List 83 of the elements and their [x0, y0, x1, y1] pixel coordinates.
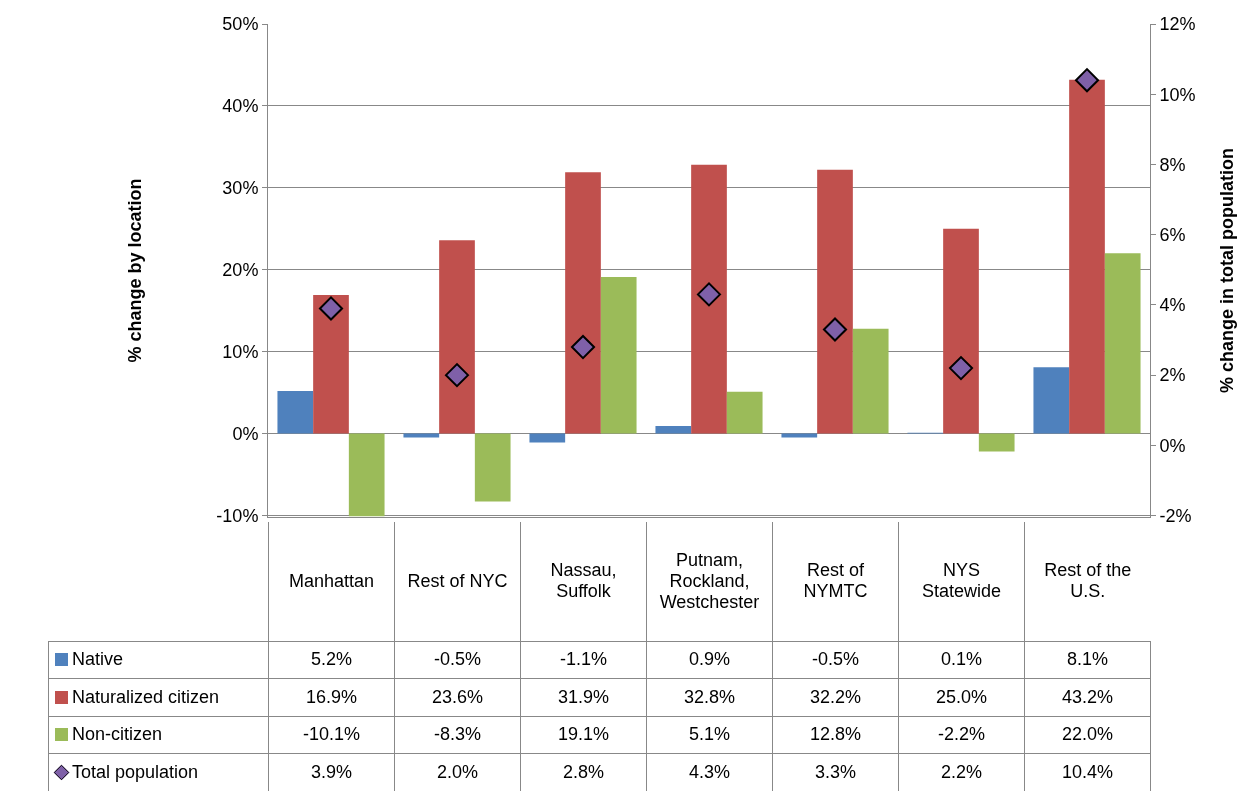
- y-tick-label: 20%: [222, 259, 259, 280]
- data-label: 22.0%: [1024, 716, 1151, 754]
- data-label: 8.1%: [1024, 641, 1151, 679]
- y-axis-title: % change by location: [124, 178, 145, 363]
- y-tick-label: 10%: [222, 341, 259, 362]
- bar: [655, 426, 692, 434]
- bar: [817, 169, 853, 434]
- data-label: 2.8%: [520, 753, 647, 791]
- bar: [978, 433, 1015, 452]
- bar: [439, 240, 475, 434]
- data-label: -0.5%: [394, 641, 521, 679]
- bar: [1069, 79, 1105, 434]
- data-label: 5.2%: [268, 641, 395, 679]
- bar: [726, 391, 763, 434]
- data-label: 2.0%: [394, 753, 521, 791]
- bar: [348, 433, 385, 517]
- data-label: 10.4%: [1024, 753, 1151, 791]
- bar: [474, 433, 511, 502]
- y2-tick-label: 2%: [1159, 365, 1186, 386]
- x-tick-label: NYS Statewide: [898, 522, 1025, 641]
- data-label: -8.3%: [394, 716, 521, 754]
- legend-label: Non-citizen: [72, 724, 163, 745]
- data-label: 0.1%: [898, 641, 1025, 679]
- bar: [852, 328, 889, 434]
- x-tick-label: Rest of NYC: [394, 522, 521, 641]
- y2-tick-label: 8%: [1159, 154, 1186, 175]
- y2-tick-label: 0%: [1159, 435, 1186, 456]
- point: [444, 363, 470, 388]
- bar: [313, 295, 349, 434]
- x-tick-label: Putnam, Rockland, Westchester: [646, 522, 773, 641]
- data-label: 5.1%: [646, 716, 773, 754]
- bar: [781, 433, 818, 438]
- data-label: 3.3%: [772, 753, 899, 791]
- y-tick-label: 40%: [222, 96, 259, 117]
- point: [1074, 68, 1100, 93]
- point: [948, 356, 974, 381]
- y-tick-label: 30%: [222, 178, 259, 199]
- data-label: 0.9%: [646, 641, 773, 679]
- data-label: -2.2%: [898, 716, 1025, 754]
- y2-tick-label: -2%: [1159, 505, 1192, 526]
- y2-tick-label: 6%: [1159, 224, 1186, 245]
- legend-label: Total population: [72, 761, 199, 782]
- data-label: 31.9%: [520, 678, 647, 716]
- point: [696, 282, 722, 307]
- data-label: 12.8%: [772, 716, 899, 754]
- data-label: -10.1%: [268, 716, 395, 754]
- bar: [1104, 253, 1141, 434]
- data-label: 4.3%: [646, 753, 773, 791]
- legend-label: Naturalized citizen: [72, 686, 220, 707]
- y-tick-label: 0%: [232, 423, 259, 444]
- x-tick-label: Manhattan: [268, 522, 395, 641]
- data-label: -0.5%: [772, 641, 899, 679]
- data-label: 16.9%: [268, 678, 395, 716]
- bar: [277, 390, 314, 434]
- data-label: 43.2%: [1024, 678, 1151, 716]
- data-label: 32.8%: [646, 678, 773, 716]
- y2-tick-label: 4%: [1159, 295, 1186, 316]
- data-label: 32.2%: [772, 678, 899, 716]
- x-tick-label: Rest of NYMTC: [772, 522, 899, 641]
- point: [822, 317, 848, 342]
- bar: [943, 228, 979, 434]
- bar: [1033, 367, 1070, 434]
- y-tick-label: -10%: [216, 505, 259, 526]
- bar: [529, 433, 566, 443]
- bar: [600, 277, 637, 434]
- legend-label: Native: [72, 649, 124, 670]
- point: [318, 296, 344, 321]
- data-label: 2.2%: [898, 753, 1025, 791]
- y2-axis-title: % change in total population: [1216, 148, 1237, 393]
- bar: [403, 433, 440, 438]
- data-label: 23.6%: [394, 678, 521, 716]
- bar: [691, 164, 727, 434]
- y2-tick-label: 10%: [1159, 84, 1196, 105]
- point: [570, 335, 596, 360]
- data-label: 25.0%: [898, 678, 1025, 716]
- y2-tick-label: 12%: [1159, 14, 1196, 35]
- y-tick-label: 50%: [222, 14, 259, 35]
- data-label: 19.1%: [520, 716, 647, 754]
- data-label: -1.1%: [520, 641, 647, 679]
- bar: [565, 172, 601, 434]
- x-tick-label: Rest of the U.S.: [1024, 522, 1151, 641]
- x-tick-label: Nassau, Suffolk: [520, 522, 647, 641]
- data-label: 3.9%: [268, 753, 395, 791]
